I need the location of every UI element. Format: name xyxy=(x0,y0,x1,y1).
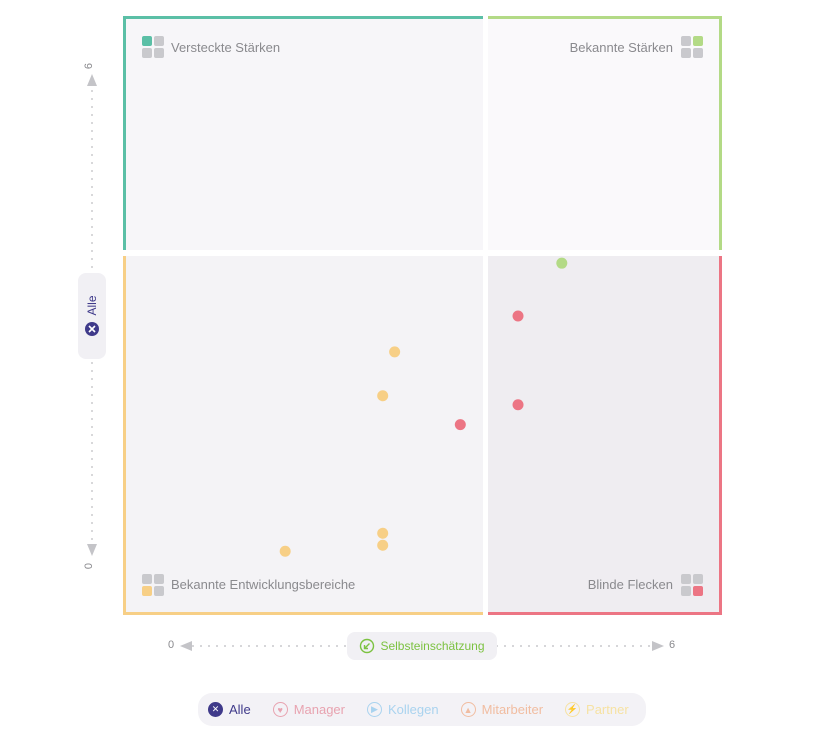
quadrant-grid-icon xyxy=(681,574,703,596)
x-axis-arrow-right-icon xyxy=(652,641,664,651)
cross-circle-icon: ✕ xyxy=(208,702,223,717)
manager-icon: ♥ xyxy=(272,702,288,717)
y-axis-selector[interactable]: Alle xyxy=(78,273,106,359)
legend-item-mitarbeiter[interactable]: ▲ Mitarbeiter xyxy=(460,702,544,717)
x-tick-max: 6 xyxy=(669,639,676,651)
employee-icon: ▲ xyxy=(460,702,476,717)
data-point-2[interactable] xyxy=(512,310,524,322)
legend-item-alle[interactable]: ✕ Alle xyxy=(208,702,251,717)
legend-item-manager[interactable]: ♥ Manager xyxy=(272,702,345,717)
quadrant-grid-icon xyxy=(142,574,164,596)
colleagues-icon: ▶ xyxy=(367,702,382,717)
quadrant-grid-icon xyxy=(681,36,703,58)
data-point-3[interactable] xyxy=(512,399,524,411)
y-tick-min: 0 xyxy=(83,562,96,570)
data-point-5[interactable] xyxy=(389,346,401,358)
legend: ✕ Alle ♥ Manager ▶ Kollegen ▲ Mitarbeite… xyxy=(198,693,646,726)
cross-circle-icon xyxy=(85,321,99,336)
x-axis-arrow-left-icon xyxy=(180,641,192,651)
data-points xyxy=(279,257,568,557)
self-assessment-icon xyxy=(360,638,375,654)
y-axis-label: Alle xyxy=(85,295,99,316)
quadrant-bekannte-entwicklungsbereiche: Bekannte Entwicklungsbereiche xyxy=(123,256,483,615)
quadrant-label: Bekannte Entwicklungsbereiche xyxy=(171,577,356,592)
axes xyxy=(87,74,664,651)
legend-label: Kollegen xyxy=(388,702,439,717)
legend-label: Mitarbeiter xyxy=(481,702,544,717)
y-axis-arrow-down-icon xyxy=(87,544,97,556)
quadrant-label: Versteckte Stärken xyxy=(171,40,281,55)
legend-item-kollegen[interactable]: ▶ Kollegen xyxy=(367,702,439,717)
quadrant-label: Bekannte Stärken xyxy=(569,40,673,55)
quadrant-versteckte-staerken: Versteckte Stärken xyxy=(123,16,483,250)
legend-item-partner[interactable]: ⚡ Partner xyxy=(565,702,629,717)
x-tick-min: 0 xyxy=(168,639,175,651)
data-point-6[interactable] xyxy=(377,390,389,402)
x-axis-selector[interactable]: Selbsteinschätzung xyxy=(347,632,497,660)
quadrant-bekannte-staerken: Bekannte Stärken xyxy=(488,16,722,250)
quadrant-label: Blinde Flecken xyxy=(587,577,673,592)
data-point-9[interactable] xyxy=(279,545,291,557)
data-point-7[interactable] xyxy=(377,527,389,539)
quadrant-blinde-flecken: Blinde Flecken xyxy=(488,256,722,615)
y-tick-max: 6 xyxy=(83,62,96,70)
legend-label: Alle xyxy=(229,702,251,717)
legend-label: Partner xyxy=(586,702,629,717)
x-axis-label: Selbsteinschätzung xyxy=(380,639,485,653)
legend-label: Manager xyxy=(293,702,345,717)
y-axis-arrow-up-icon xyxy=(87,74,97,86)
data-point-1[interactable] xyxy=(556,257,568,269)
partner-icon: ⚡ xyxy=(565,702,581,717)
data-point-8[interactable] xyxy=(377,539,389,551)
data-point-4[interactable] xyxy=(454,419,466,431)
quadrant-grid-icon xyxy=(142,36,164,58)
